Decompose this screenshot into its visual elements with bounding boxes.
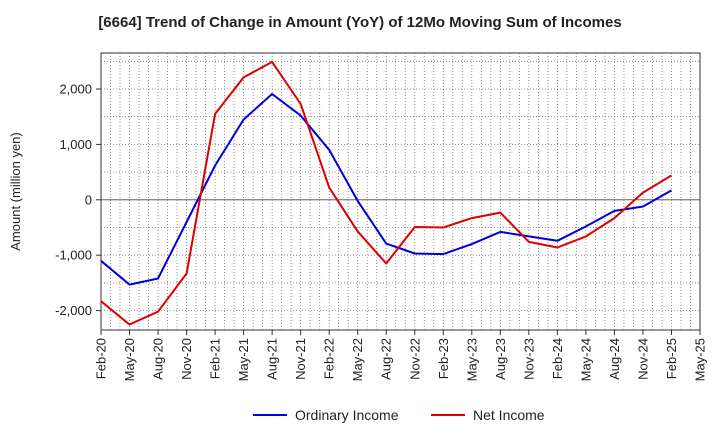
- chart-title: [6664] Trend of Change in Amount (YoY) o…: [98, 14, 622, 31]
- x-tick-label: Feb-20: [94, 338, 109, 379]
- legend-label-net-income: Net Income: [473, 407, 545, 423]
- legend: Ordinary Income Net Income: [253, 407, 545, 423]
- y-tick-label: 0: [85, 192, 92, 207]
- y-tick-label: -1,000: [55, 248, 92, 263]
- plot-frame: [100, 52, 701, 331]
- x-tick-label: May-20: [122, 338, 137, 381]
- y-axis-ticks: -2,000 -1,000 0 1,000 2,000: [55, 82, 101, 318]
- x-axis-ticks: Feb-20 May-20 Aug-20 Nov-20 Feb-21 May-21 Aug-…: [94, 330, 708, 381]
- x-tick-label: May-25: [693, 338, 708, 381]
- x-tick-label: Aug-23: [493, 338, 508, 380]
- y-tick-label: -2,000: [55, 303, 92, 318]
- x-tick-label: Aug-21: [265, 338, 280, 380]
- x-tick-label: Feb-24: [550, 338, 565, 379]
- x-tick-label: May-22: [350, 338, 365, 381]
- y-axis-label: Amount (million yen): [8, 132, 23, 251]
- legend-label-ordinary-income: Ordinary Income: [295, 407, 399, 423]
- series-line-ordinary-income: [100, 93, 672, 286]
- x-tick-label: Aug-24: [607, 338, 622, 380]
- x-tick-label: Nov-24: [635, 338, 650, 380]
- x-tick-label: Feb-22: [322, 338, 337, 379]
- x-tick-label: Aug-20: [151, 338, 166, 380]
- x-tick-label: Aug-22: [379, 338, 394, 380]
- x-tick-label: Feb-25: [664, 338, 679, 379]
- x-tick-label: Feb-23: [436, 338, 451, 379]
- y-tick-label: 1,000: [59, 137, 92, 152]
- x-tick-label: Nov-23: [521, 338, 536, 380]
- x-tick-label: May-23: [464, 338, 479, 381]
- x-tick-label: Nov-21: [293, 338, 308, 380]
- series-lines: [100, 60, 673, 326]
- plot-border: [100, 52, 701, 331]
- grid: [100, 53, 701, 330]
- series-line-net-income: [100, 60, 673, 326]
- x-tick-label: Feb-21: [208, 338, 223, 379]
- x-tick-label: May-24: [578, 338, 593, 381]
- x-tick-label: Nov-20: [179, 338, 194, 380]
- y-tick-label: 2,000: [59, 82, 92, 97]
- x-tick-label: Nov-22: [407, 338, 422, 380]
- x-tick-label: May-21: [236, 338, 251, 381]
